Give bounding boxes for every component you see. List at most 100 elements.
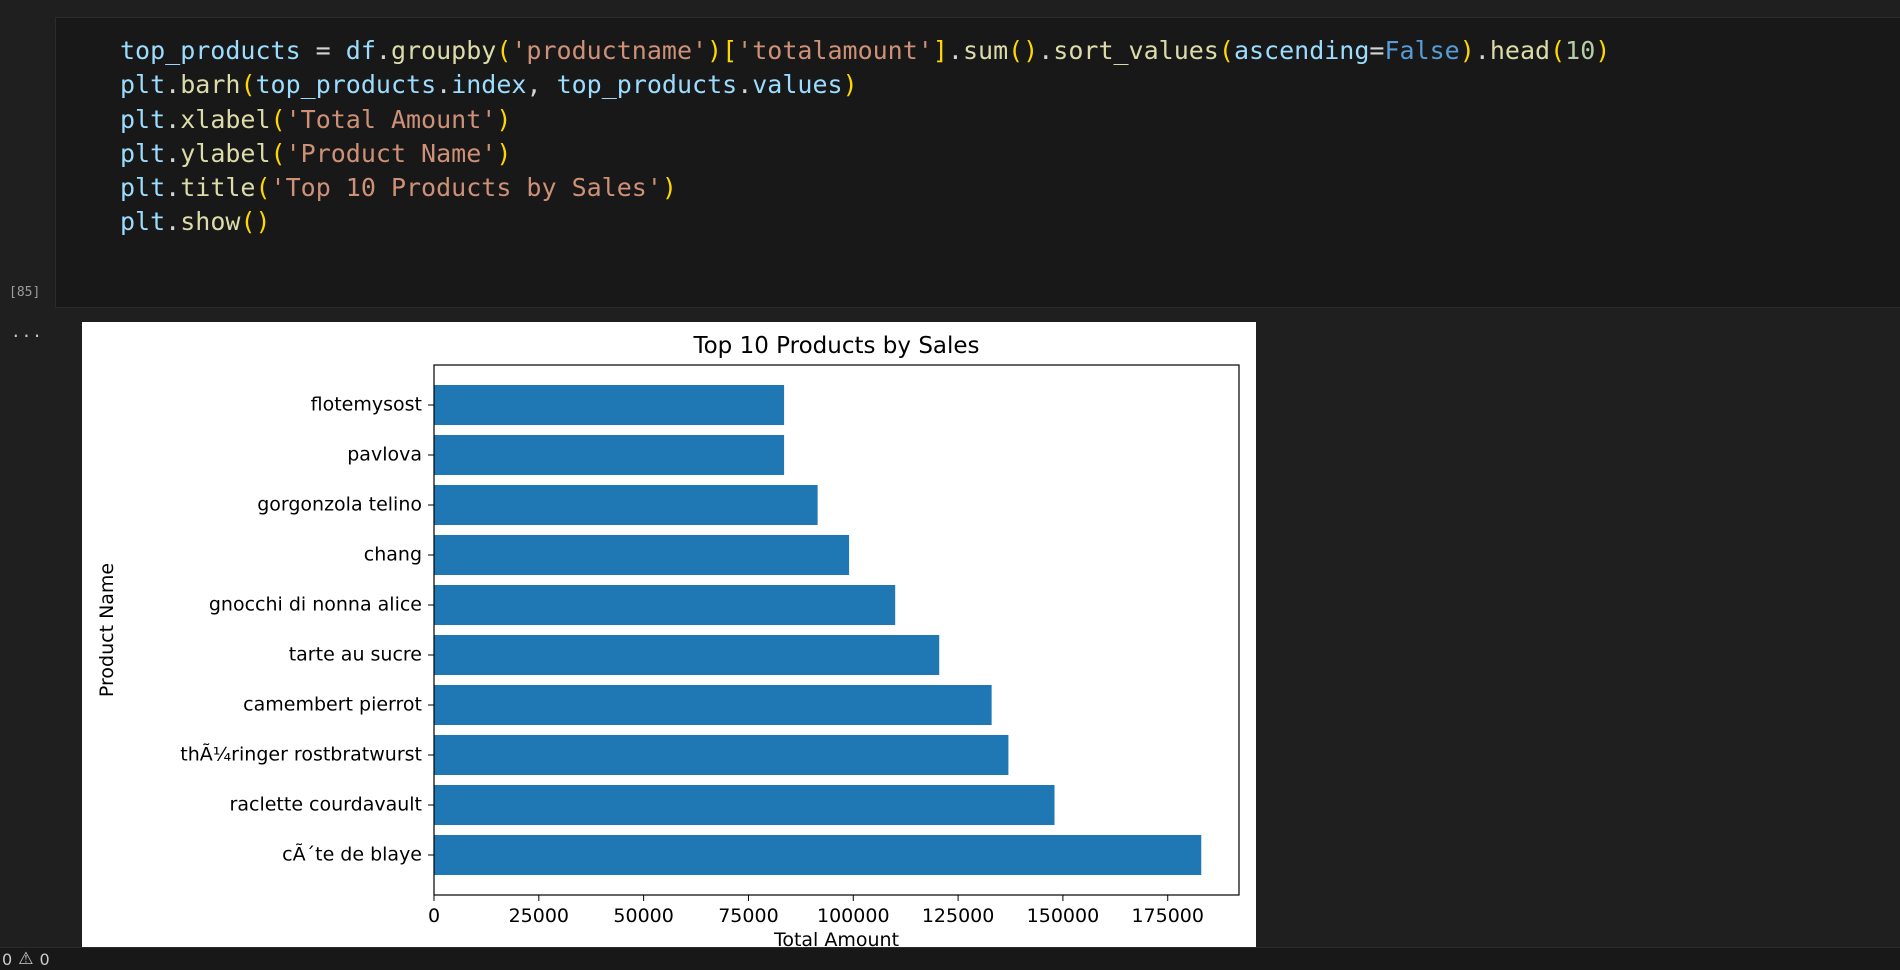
code-token: 'Product Name' bbox=[285, 138, 497, 168]
code-token: 'Top 10 Products by Sales' bbox=[270, 173, 662, 203]
y-tick-label: flotemysost bbox=[311, 394, 422, 416]
code-token: = bbox=[1369, 36, 1385, 65]
code-token: ( bbox=[1550, 36, 1566, 65]
code-token: sum bbox=[962, 36, 1009, 65]
code-token: top_products bbox=[120, 36, 301, 65]
code-token: xlabel bbox=[180, 104, 271, 134]
code-token: . bbox=[165, 207, 181, 237]
bar bbox=[434, 635, 940, 675]
code-token: . bbox=[165, 138, 181, 168]
warning-count[interactable]: 0 bbox=[39, 949, 50, 969]
bar bbox=[434, 585, 896, 625]
x-tick-label: 150000 bbox=[1027, 905, 1100, 927]
x-tick-label: 175000 bbox=[1131, 905, 1204, 927]
code-token: ) bbox=[1459, 36, 1475, 65]
code-token: 'productname' bbox=[511, 36, 708, 65]
code-token: df bbox=[345, 36, 376, 65]
code-token: = bbox=[300, 36, 346, 65]
code-token: show bbox=[180, 207, 241, 237]
code-token: . bbox=[1038, 36, 1054, 65]
code-token: . bbox=[1474, 36, 1490, 65]
code-token: ( bbox=[270, 138, 286, 168]
y-tick-label: tarte au sucre bbox=[289, 644, 422, 666]
plot-frame bbox=[433, 364, 1240, 896]
bar bbox=[434, 485, 818, 525]
code-token: ) bbox=[496, 104, 512, 134]
code-token: sort_values bbox=[1053, 36, 1219, 65]
x-tick-label: 0 bbox=[428, 905, 440, 927]
bar bbox=[434, 435, 785, 475]
code-token: . bbox=[165, 173, 181, 203]
code-token: . bbox=[436, 70, 452, 100]
chart-title: Top 10 Products by Sales bbox=[692, 333, 979, 359]
warning-icon[interactable]: ⚠ bbox=[18, 949, 34, 969]
code-token: ) bbox=[1595, 36, 1611, 65]
code-token: . bbox=[375, 36, 391, 65]
y-tick-label: gorgonzola telino bbox=[257, 494, 422, 516]
code-token: () bbox=[1008, 36, 1039, 65]
code-token: plt bbox=[120, 70, 166, 100]
code-editor[interactable]: top_products = df.groupby('productname')… bbox=[120, 34, 1610, 240]
code-token: ascending bbox=[1233, 36, 1370, 65]
code-token: ) bbox=[661, 173, 677, 203]
y-tick-label: pavlova bbox=[347, 444, 422, 466]
output-more-actions-button[interactable]: ... bbox=[11, 322, 43, 341]
code-token: ( bbox=[270, 104, 286, 134]
code-token: groupby bbox=[390, 36, 497, 65]
bar bbox=[434, 785, 1055, 825]
code-token: 'Total Amount' bbox=[285, 104, 497, 134]
y-tick-label: thÃ¼ringer rostbratwurst bbox=[180, 743, 422, 766]
execution-count: [85] bbox=[9, 285, 41, 300]
code-token: . bbox=[737, 70, 753, 100]
code-token: ( bbox=[1218, 36, 1234, 65]
code-token: title bbox=[180, 173, 256, 203]
code-token: ylabel bbox=[180, 138, 271, 168]
bar bbox=[434, 535, 850, 575]
x-tick-label: 75000 bbox=[718, 905, 778, 927]
code-token: ) bbox=[842, 70, 858, 100]
code-token: ) bbox=[496, 138, 512, 168]
code-token: plt bbox=[120, 173, 166, 203]
x-tick-label: 25000 bbox=[509, 905, 569, 927]
x-tick-label: 100000 bbox=[817, 905, 890, 927]
code-line[interactable]: plt.xlabel('Total Amount') bbox=[120, 103, 1610, 137]
code-token: barh bbox=[180, 70, 241, 100]
y-tick-label: raclette courdavault bbox=[230, 794, 422, 816]
code-cell[interactable]: top_products = df.groupby('productname')… bbox=[55, 17, 1900, 308]
code-token: () bbox=[240, 207, 271, 237]
code-token: plt bbox=[120, 138, 166, 168]
x-tick-label: 50000 bbox=[613, 905, 673, 927]
code-line[interactable]: plt.ylabel('Product Name') bbox=[120, 137, 1610, 171]
bar bbox=[434, 385, 785, 425]
bar bbox=[434, 685, 992, 725]
code-token: 10 bbox=[1565, 36, 1596, 65]
x-axis-label: Total Amount bbox=[773, 929, 899, 947]
code-token: ( bbox=[240, 70, 256, 100]
y-tick-label: camembert pierrot bbox=[243, 694, 422, 716]
y-axis-label: Product Name bbox=[96, 563, 118, 697]
code-line[interactable]: top_products = df.groupby('productname')… bbox=[120, 34, 1610, 68]
status-bar: 0 ⚠ 0 bbox=[0, 947, 1900, 970]
y-tick-label: cÃ´te de blaye bbox=[282, 843, 422, 866]
code-token: plt bbox=[120, 104, 166, 134]
error-count[interactable]: 0 bbox=[2, 949, 13, 969]
code-token: head bbox=[1489, 36, 1551, 65]
code-token: top_products bbox=[556, 70, 738, 100]
code-token: ( bbox=[255, 173, 271, 203]
bar bbox=[434, 735, 1009, 775]
bar bbox=[434, 835, 1202, 875]
y-tick-label: chang bbox=[364, 544, 422, 566]
y-tick-label: gnocchi di nonna alice bbox=[209, 594, 422, 616]
code-token: . bbox=[165, 70, 181, 100]
code-token: . bbox=[947, 36, 963, 65]
code-token: plt bbox=[120, 207, 166, 237]
x-tick-label: 125000 bbox=[922, 905, 995, 927]
code-line[interactable]: plt.show() bbox=[120, 205, 1610, 239]
code-token: [ bbox=[722, 36, 738, 65]
code-line[interactable]: plt.title('Top 10 Products by Sales') bbox=[120, 171, 1610, 205]
code-token: top_products bbox=[255, 70, 437, 100]
code-token: . bbox=[165, 104, 181, 134]
bar-chart: cÃ´te de blaye raclette courdavault thÃ¼ri… bbox=[96, 333, 1240, 947]
code-token: ] bbox=[932, 36, 948, 65]
code-line[interactable]: plt.barh(top_products.index, top_product… bbox=[120, 68, 1610, 102]
